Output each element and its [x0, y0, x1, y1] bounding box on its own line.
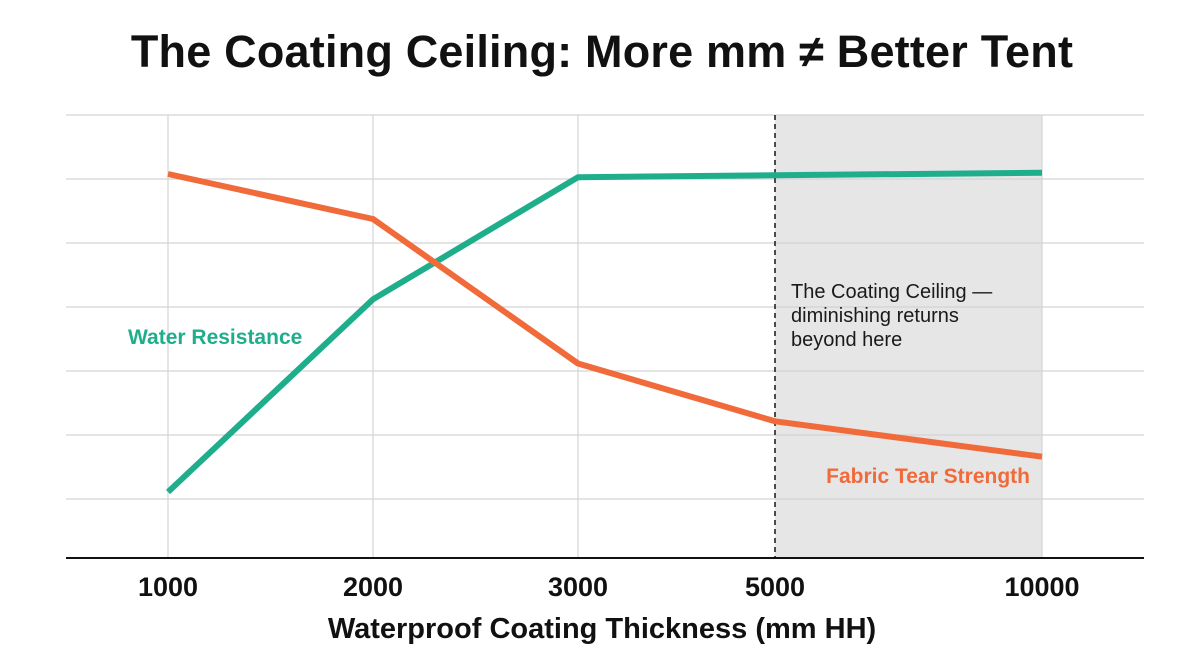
x-tick-label: 1000 — [138, 572, 198, 602]
series-label-fabric-tear-strength: Fabric Tear Strength — [826, 465, 1030, 488]
chart-title: The Coating Ceiling: More mm ≠ Better Te… — [130, 26, 1074, 77]
x-tick-label: 10000 — [1004, 572, 1079, 602]
x-axis-title: Waterproof Coating Thickness (mm HH) — [328, 613, 876, 645]
x-tick-label: 3000 — [548, 572, 608, 602]
annotation-line: beyond here — [791, 329, 902, 351]
annotation-line: diminishing returns — [791, 305, 959, 327]
x-tick-label: 2000 — [343, 572, 403, 602]
x-tick-label: 5000 — [745, 572, 805, 602]
shaded-region — [775, 115, 1042, 558]
series-label-water-resistance: Water Resistance — [128, 326, 302, 349]
annotation-line: The Coating Ceiling — — [791, 281, 992, 303]
